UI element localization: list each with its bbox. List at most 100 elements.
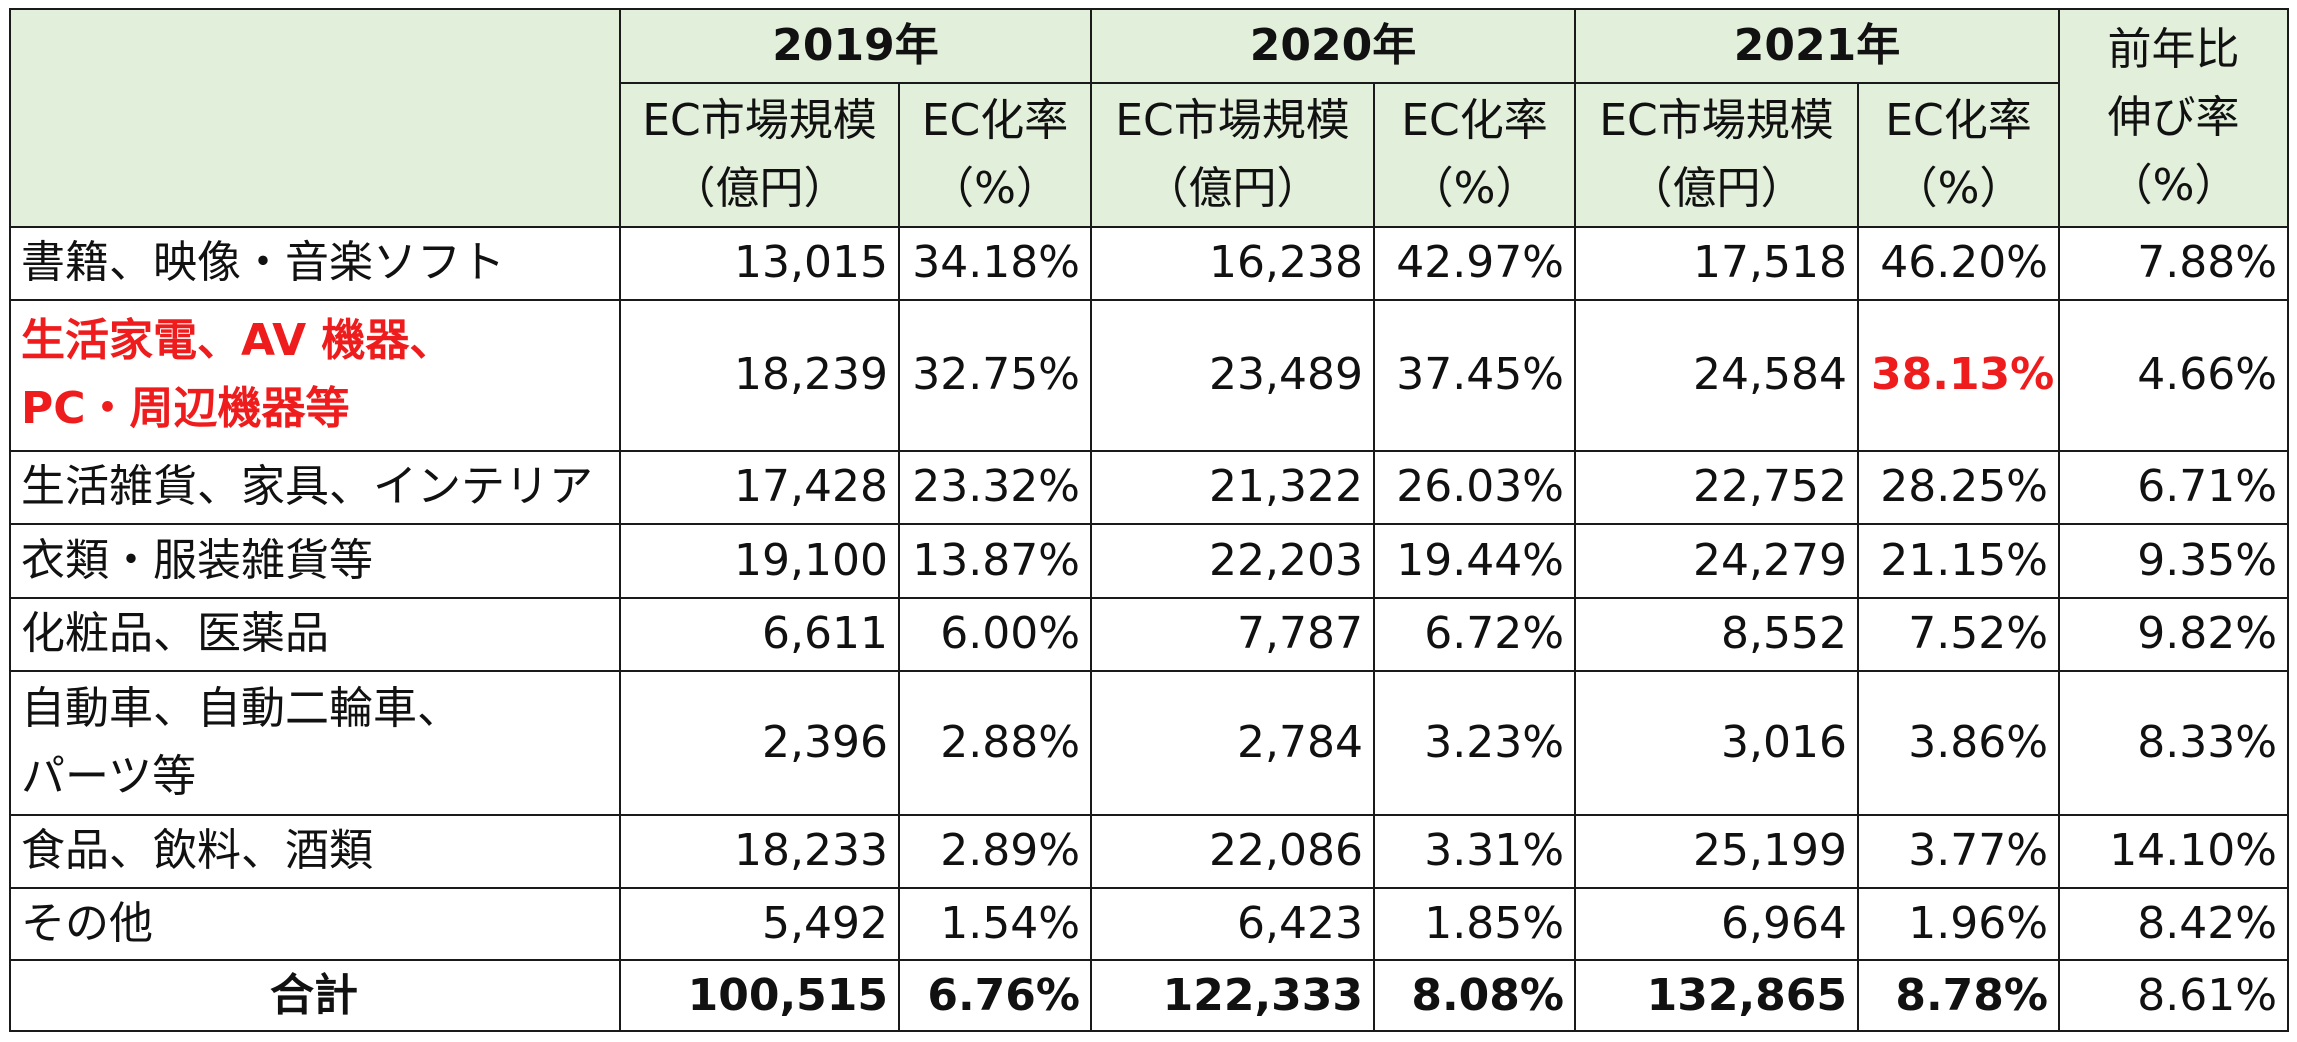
cell-growth: 14.10% — [2058, 814, 2289, 889]
cell-ec-rate-2020: 42.97% — [1373, 226, 1576, 301]
header-ec-rate-unit: （%） — [1893, 163, 2024, 214]
cell-ec-rate-2021: 7.52% — [1857, 596, 2060, 673]
table-row-highlighted: 生活家電、AV 機器、 PC・周辺機器等 18,239 32.75% 23,489… — [9, 298, 2289, 452]
cell-ec-rate-2021: 21.15% — [1857, 523, 2060, 599]
row-category: 食品、飲料、酒類 — [9, 814, 621, 889]
header-blank-cell — [9, 8, 621, 228]
cell-market-size-2020: 7,787 — [1090, 596, 1375, 673]
header-ec-rate-label: EC化率 — [1885, 94, 2032, 146]
header-ec-rate-2020: EC化率 （%） — [1373, 82, 1576, 228]
cell-ec-rate-2020: 6.72% — [1373, 596, 1576, 673]
cell-market-size-2021: 24,279 — [1574, 523, 1859, 599]
row-category-line-2: PC・周辺機器等 — [21, 383, 350, 435]
cell-market-size-2019: 2,396 — [619, 670, 900, 817]
row-category: 生活家電、AV 機器、 PC・周辺機器等 — [9, 298, 621, 452]
header-year-2021: 2021年 — [1574, 8, 2060, 84]
cell-ec-rate-2020: 19.44% — [1373, 523, 1576, 599]
header-market-size-label: EC市場規模 — [1115, 94, 1350, 146]
cell-ec-rate-2021: 3.86% — [1857, 670, 2060, 817]
cell-ec-rate-2021-highlight: 38.13% — [1857, 298, 2060, 452]
header-year-2019: 2019年 — [619, 8, 1092, 84]
total-ec-rate-2021: 8.78% — [1857, 959, 2060, 1032]
cell-growth: 9.35% — [2058, 523, 2289, 599]
cell-ec-rate-2020: 3.23% — [1373, 670, 1576, 817]
cell-ec-rate-2019: 6.00% — [898, 596, 1092, 673]
cell-growth: 9.82% — [2058, 596, 2289, 673]
row-category-line-1: 生活家電、AV 機器、 — [21, 314, 454, 366]
cell-market-size-2021: 22,752 — [1574, 449, 1859, 526]
cell-growth: 6.71% — [2058, 449, 2289, 526]
cell-growth: 4.66% — [2058, 298, 2289, 452]
table-row: 生活雑貨、家具、インテリア 17,428 23.32% 21,322 26.03… — [9, 449, 2289, 526]
cell-ec-rate-2021: 46.20% — [1857, 226, 2060, 301]
cell-growth: 8.42% — [2058, 886, 2289, 962]
total-growth: 8.61% — [2058, 959, 2289, 1032]
cell-market-size-2019: 6,611 — [619, 596, 900, 673]
cell-market-size-2020: 2,784 — [1090, 670, 1375, 817]
header-market-size-2019: EC市場規模 （億円） — [619, 82, 900, 228]
table-row: 自動車、自動二輪車、 パーツ等 2,396 2.88% 2,784 3.23% 3… — [9, 670, 2289, 817]
cell-ec-rate-2020: 26.03% — [1373, 449, 1576, 526]
row-category: その他 — [9, 886, 621, 962]
header-ec-rate-label: EC化率 — [921, 94, 1069, 146]
cell-market-size-2020: 6,423 — [1090, 886, 1375, 962]
cell-market-size-2019: 18,233 — [619, 814, 900, 889]
table-row: その他 5,492 1.54% 6,423 1.85% 6,964 1.96% … — [9, 886, 2289, 962]
cell-market-size-2020: 21,322 — [1090, 449, 1375, 526]
header-market-size-2021: EC市場規模 （億円） — [1574, 82, 1859, 228]
header-growth-label-1: 前年比 — [2107, 23, 2240, 75]
cell-ec-rate-2019: 13.87% — [898, 523, 1092, 599]
cell-market-size-2021: 8,552 — [1574, 596, 1859, 673]
total-market-size-2021: 132,865 — [1574, 959, 1859, 1032]
row-category-line-2: パーツ等 — [21, 751, 197, 803]
cell-ec-rate-2020: 3.31% — [1373, 814, 1576, 889]
cell-market-size-2020: 23,489 — [1090, 298, 1375, 452]
cell-ec-rate-2019: 1.54% — [898, 886, 1092, 962]
header-market-size-unit: （億円） — [671, 163, 848, 214]
header-growth: 前年比 伸び率 （%） — [2058, 8, 2289, 228]
cell-ec-rate-2019: 2.89% — [898, 814, 1092, 889]
table-row: 衣類・服装雑貨等 19,100 13.87% 22,203 19.44% 24,… — [9, 523, 2289, 599]
header-ec-rate-unit: （%） — [930, 163, 1060, 214]
header-ec-rate-label: EC化率 — [1401, 94, 1548, 146]
total-market-size-2019: 100,515 — [619, 959, 900, 1032]
cell-ec-rate-2019: 23.32% — [898, 449, 1092, 526]
cell-ec-rate-2019: 34.18% — [898, 226, 1092, 301]
header-ec-rate-2021: EC化率 （%） — [1857, 82, 2060, 228]
row-category: 自動車、自動二輪車、 パーツ等 — [9, 670, 621, 817]
total-ec-rate-2019: 6.76% — [898, 959, 1092, 1032]
ec-market-table: 2019年 2020年 2021年 前年比 伸び率 （%） EC市場規模 （億円）… — [9, 8, 2289, 1032]
cell-market-size-2020: 16,238 — [1090, 226, 1375, 301]
row-category: 生活雑貨、家具、インテリア — [9, 449, 621, 526]
header-ec-rate-2019: EC化率 （%） — [898, 82, 1092, 228]
cell-market-size-2021: 24,584 — [1574, 298, 1859, 452]
header-growth-label-2: 伸び率 — [2107, 91, 2240, 143]
cell-market-size-2021: 3,016 — [1574, 670, 1859, 817]
row-category: 衣類・服装雑貨等 — [9, 523, 621, 599]
cell-market-size-2021: 6,964 — [1574, 886, 1859, 962]
cell-market-size-2019: 5,492 — [619, 886, 900, 962]
table-row-total: 合計 100,515 6.76% 122,333 8.08% 132,865 8… — [9, 959, 2289, 1032]
cell-ec-rate-2020: 37.45% — [1373, 298, 1576, 452]
cell-ec-rate-2019: 2.88% — [898, 670, 1092, 817]
header-market-size-unit: （億円） — [1628, 163, 1805, 214]
cell-market-size-2021: 17,518 — [1574, 226, 1859, 301]
cell-market-size-2021: 25,199 — [1574, 814, 1859, 889]
table-row: 化粧品、医薬品 6,611 6.00% 7,787 6.72% 8,552 7.… — [9, 596, 2289, 673]
cell-ec-rate-2019: 32.75% — [898, 298, 1092, 452]
table-row: 書籍、映像・音楽ソフト 13,015 34.18% 16,238 42.97% … — [9, 226, 2289, 301]
total-label: 合計 — [9, 959, 621, 1032]
cell-market-size-2020: 22,203 — [1090, 523, 1375, 599]
row-category: 化粧品、医薬品 — [9, 596, 621, 673]
header-ec-rate-unit: （%） — [1409, 163, 1540, 214]
total-market-size-2020: 122,333 — [1090, 959, 1375, 1032]
cell-market-size-2019: 17,428 — [619, 449, 900, 526]
cell-market-size-2019: 13,015 — [619, 226, 900, 301]
row-category: 書籍、映像・音楽ソフト — [9, 226, 621, 301]
header-growth-unit: （%） — [2108, 160, 2239, 212]
cell-growth: 8.33% — [2058, 670, 2289, 817]
ec-market-table-container: 2019年 2020年 2021年 前年比 伸び率 （%） EC市場規模 （億円）… — [9, 8, 2289, 1032]
header-year-2020: 2020年 — [1090, 8, 1576, 84]
row-category-line-1: 自動車、自動二輪車、 — [21, 683, 461, 735]
cell-market-size-2019: 19,100 — [619, 523, 900, 599]
